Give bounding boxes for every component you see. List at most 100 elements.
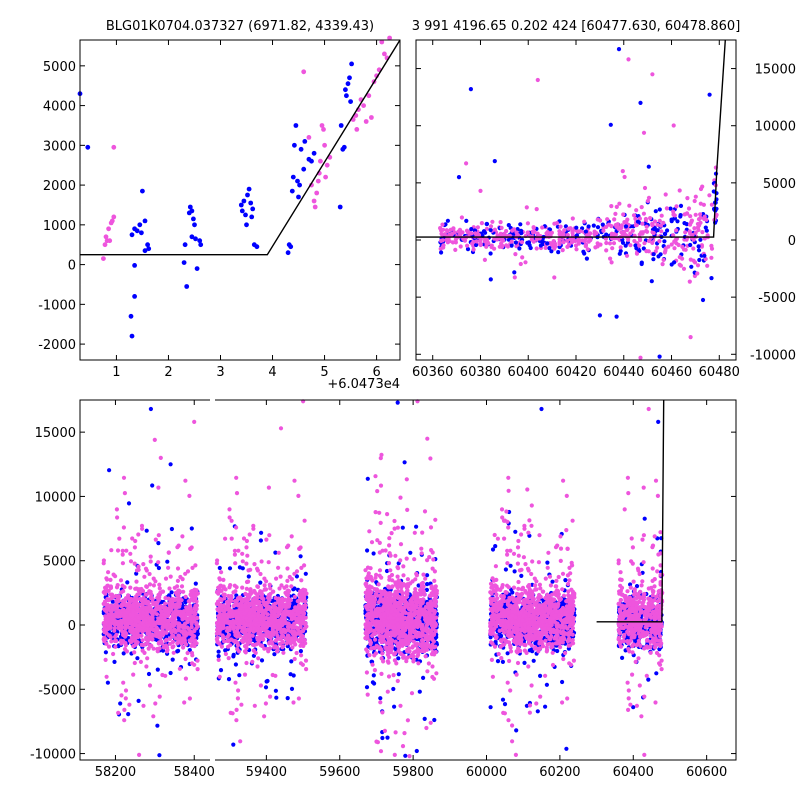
data-point <box>262 583 267 588</box>
data-point <box>124 625 129 630</box>
data-point <box>449 232 455 237</box>
panel-2-ticks: 60360 60380 60400 60420 60440 60460 60480-1000… <box>412 40 796 380</box>
data-point <box>195 658 200 663</box>
x-tick-label: 4 <box>268 365 276 380</box>
data-point <box>693 194 698 199</box>
data-point <box>637 243 642 248</box>
data-point <box>422 716 427 722</box>
data-point <box>167 641 173 646</box>
data-point <box>132 561 137 566</box>
data-point <box>337 204 343 210</box>
data-point <box>289 659 294 664</box>
data-point <box>111 144 117 150</box>
data-point <box>513 240 519 245</box>
data-point <box>264 607 269 612</box>
data-point <box>387 35 392 41</box>
data-point <box>688 335 693 340</box>
data-point <box>609 224 614 229</box>
data-point <box>576 229 581 234</box>
data-point <box>524 205 529 210</box>
data-point <box>185 625 190 630</box>
data-point <box>190 653 195 658</box>
data-point <box>248 200 254 206</box>
y-tick-label: 15000 <box>755 63 796 78</box>
data-point <box>488 227 493 233</box>
data-point <box>141 562 146 567</box>
data-point <box>535 77 540 83</box>
data-point <box>171 650 176 655</box>
data-point <box>222 596 227 601</box>
data-point <box>300 629 305 634</box>
data-point <box>441 243 446 248</box>
data-point <box>183 571 188 576</box>
data-point <box>195 667 200 672</box>
data-point <box>259 658 265 663</box>
data-point <box>266 592 272 598</box>
data-point <box>109 548 114 553</box>
data-point <box>189 234 195 240</box>
data-point <box>570 229 575 234</box>
data-point <box>146 246 152 252</box>
data-point <box>147 571 152 577</box>
data-point <box>512 270 517 275</box>
data-point <box>135 656 140 661</box>
data-point <box>237 673 242 678</box>
data-point <box>189 616 194 621</box>
data-point <box>380 735 385 741</box>
data-point <box>261 622 266 628</box>
data-point <box>532 229 537 234</box>
data-point <box>259 613 264 618</box>
data-point <box>128 313 134 319</box>
data-point <box>247 622 252 627</box>
data-point <box>183 478 188 483</box>
data-point <box>234 475 239 480</box>
data-point <box>124 610 130 615</box>
data-point <box>586 224 591 229</box>
data-point <box>464 161 469 166</box>
data-point <box>232 620 237 625</box>
data-point <box>689 218 695 223</box>
data-point <box>169 629 174 634</box>
data-point <box>273 625 278 630</box>
data-point <box>230 711 235 716</box>
data-point <box>169 590 174 595</box>
data-point <box>132 263 138 268</box>
data-point <box>614 314 619 319</box>
data-point <box>709 246 715 251</box>
data-point <box>146 671 152 677</box>
data-point <box>297 546 302 551</box>
data-point <box>641 246 646 251</box>
data-point <box>309 158 314 164</box>
data-point <box>268 694 273 699</box>
data-point <box>696 248 702 253</box>
data-point <box>657 207 662 212</box>
data-point <box>285 250 291 256</box>
data-point <box>696 244 701 249</box>
data-point <box>185 650 190 656</box>
data-point <box>649 279 654 284</box>
data-point <box>122 707 127 713</box>
data-point <box>253 622 259 628</box>
data-point <box>509 239 514 244</box>
data-point <box>163 601 168 606</box>
data-point <box>123 696 128 701</box>
data-point <box>244 579 250 585</box>
data-point <box>252 562 257 567</box>
data-point <box>247 594 252 600</box>
data-point <box>278 637 283 642</box>
data-point <box>392 704 397 709</box>
data-point <box>693 230 698 235</box>
data-point <box>685 196 690 201</box>
data-point <box>133 586 138 591</box>
data-point <box>476 232 481 238</box>
data-point <box>450 240 455 245</box>
data-point <box>419 551 424 556</box>
data-point <box>292 629 297 634</box>
data-point <box>582 219 587 224</box>
data-point <box>296 620 301 625</box>
data-point <box>423 654 428 659</box>
data-point <box>289 188 295 194</box>
data-point <box>621 212 626 217</box>
data-point <box>300 662 305 667</box>
data-point <box>236 649 242 654</box>
